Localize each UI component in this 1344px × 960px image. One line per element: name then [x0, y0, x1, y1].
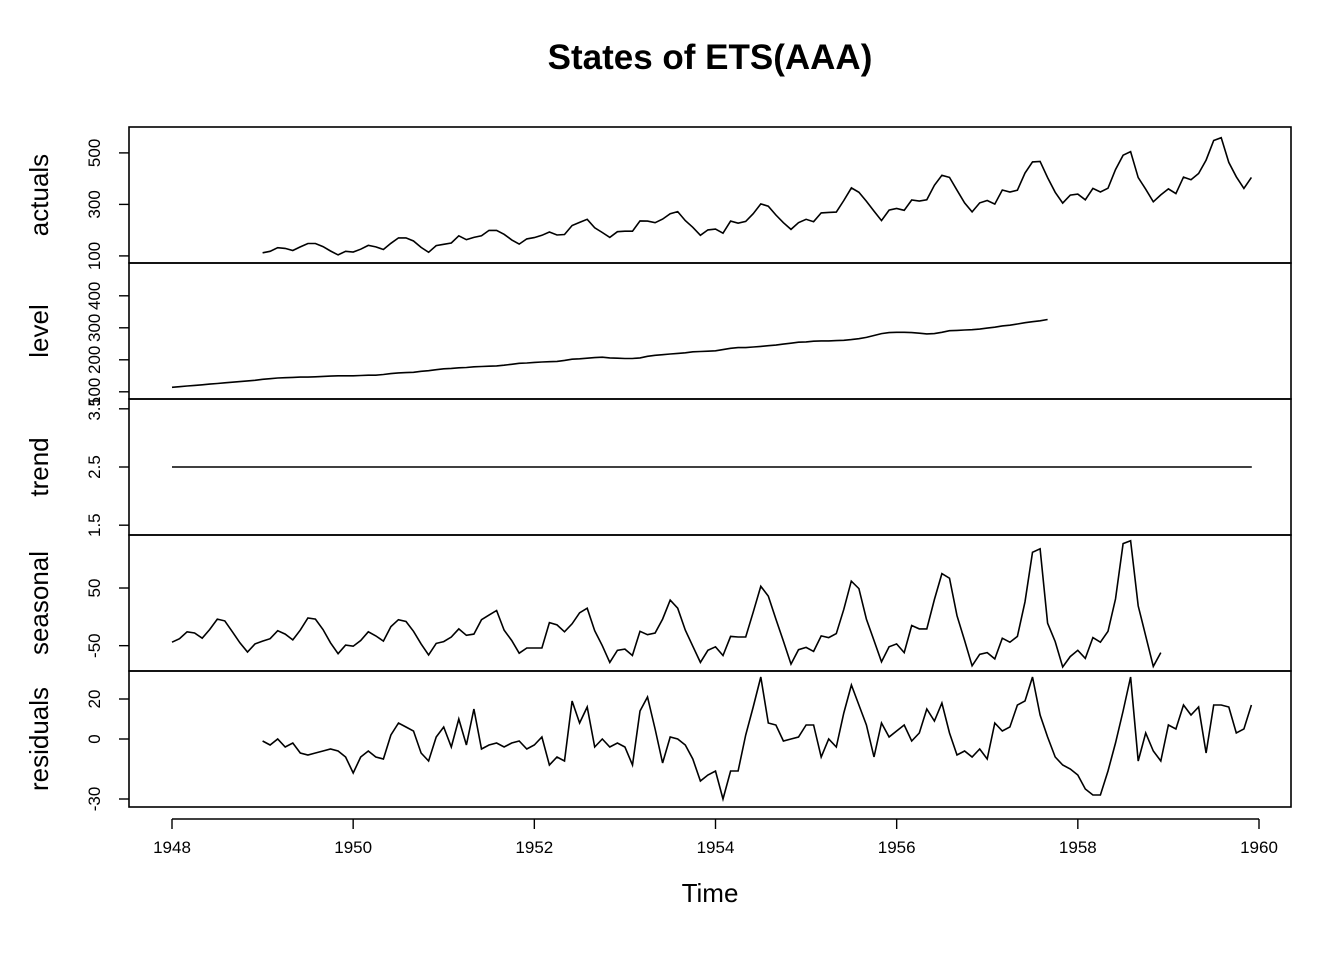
- ytick-label-trend-0: 1.5: [85, 513, 104, 537]
- ytick-label-level-1: 200: [85, 346, 104, 374]
- panels-group: actuals100300500level100200300400trend1.…: [24, 126, 1292, 812]
- series-line-seasonal: [171, 539, 1162, 669]
- series-line-residuals: [262, 676, 1253, 803]
- ytick-label-actuals-2: 500: [85, 139, 104, 167]
- panel-label-seasonal: seasonal: [24, 551, 54, 655]
- xtick-label-2: 1952: [515, 838, 553, 857]
- panel-frame-level: [128, 262, 1292, 400]
- ytick-label-actuals-1: 300: [85, 190, 104, 218]
- xtick-label-3: 1954: [697, 838, 735, 857]
- ytick-label-trend-2: 3.5: [85, 397, 104, 421]
- panel-label-level: level: [24, 304, 54, 357]
- panel-seasonal: seasonal -50 50: [24, 534, 1292, 672]
- ytick-label-residuals-1: 0: [85, 734, 104, 743]
- panel-residuals: residuals -30 0 20: [24, 670, 1292, 812]
- panel-label-residuals: residuals: [24, 687, 54, 791]
- ytick-label-residuals-0: -30: [85, 787, 104, 812]
- ytick-label-seasonal-1: 50: [85, 579, 104, 598]
- xtick-label-6: 1960: [1240, 838, 1278, 857]
- ytick-label-seasonal-0: -50: [85, 633, 104, 658]
- series-line-actuals: [262, 136, 1253, 256]
- ytick-label-trend-1: 2.5: [85, 455, 104, 479]
- ytick-label-level-3: 400: [85, 282, 104, 310]
- chart-title: States of ETS(AAA): [548, 38, 873, 77]
- panel-label-actuals: actuals: [24, 154, 54, 236]
- ytick-label-level-2: 300: [85, 314, 104, 342]
- x-axis: 1948 1950 1952 1954 1956 1958 1960: [153, 818, 1278, 857]
- panel-label-trend: trend: [24, 437, 54, 496]
- series-line-level: [171, 318, 1048, 389]
- panel-actuals: actuals 100 300 500: [24, 126, 1292, 270]
- x-axis-label: Time: [682, 878, 739, 908]
- ytick-label-residuals-2: 20: [85, 690, 104, 709]
- ytick-label-actuals-0: 100: [85, 242, 104, 270]
- xtick-label-0: 1948: [153, 838, 191, 857]
- xtick-label-1: 1950: [334, 838, 372, 857]
- panel-frame-seasonal: [128, 534, 1292, 672]
- panel-level: level 100 200 300 400: [24, 262, 1292, 406]
- panel-frame-actuals: [128, 126, 1292, 264]
- ytick-label-level-0: 100: [85, 378, 104, 406]
- xtick-label-4: 1956: [878, 838, 916, 857]
- xtick-label-5: 1958: [1059, 838, 1097, 857]
- panel-trend: trend 1.5 2.5 3.5: [24, 397, 1292, 537]
